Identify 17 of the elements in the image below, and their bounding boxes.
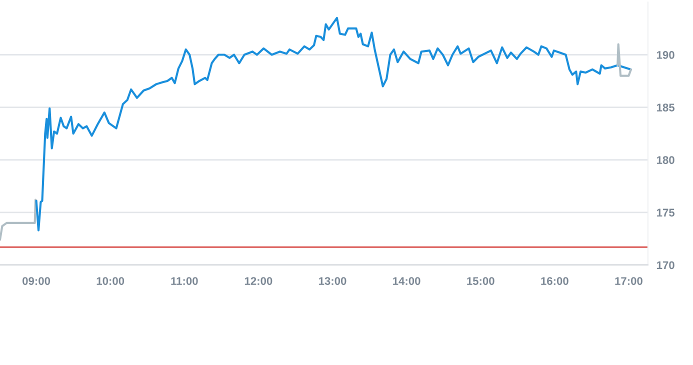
line-series bbox=[35, 16, 632, 232]
x-tick-label: 12:00 bbox=[244, 277, 272, 285]
x-tick-label: 17:00 bbox=[615, 277, 642, 285]
y-tick-label: 190 bbox=[656, 51, 674, 59]
y-tick-label: 185 bbox=[656, 104, 675, 112]
x-tick-label: 16:00 bbox=[541, 277, 568, 285]
x-tick-label: 15:00 bbox=[467, 277, 494, 285]
x-tick-label: 11:00 bbox=[171, 277, 198, 285]
line-series bbox=[616, 43, 632, 77]
y-tick-label: 180 bbox=[656, 156, 674, 164]
x-tick-label: 09:00 bbox=[22, 277, 50, 285]
x-tick-label: 14:00 bbox=[393, 277, 420, 285]
line-series bbox=[0, 198, 38, 241]
y-tick-label: 175 bbox=[656, 208, 675, 217]
x-tick-label: 10:00 bbox=[96, 277, 124, 285]
y-tick-label: 170 bbox=[656, 261, 674, 270]
x-tick-label: 13:00 bbox=[318, 277, 346, 285]
